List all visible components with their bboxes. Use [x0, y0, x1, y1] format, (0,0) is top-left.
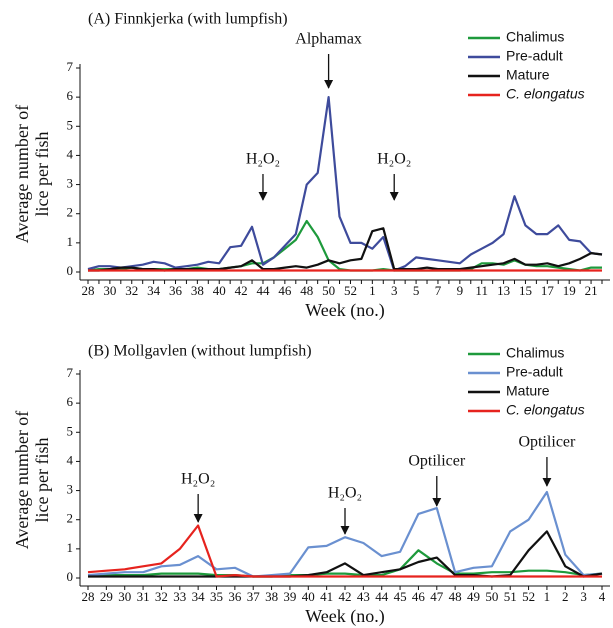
x-tick-label: 44 [256, 283, 270, 298]
chart-title: (B) Mollgavlen (without lumpfish) [88, 343, 312, 360]
x-tick-label: 39 [283, 589, 296, 604]
x-tick-label: 49 [467, 589, 480, 604]
legend-label: Mature [506, 67, 550, 83]
x-tick-label: 52 [522, 589, 535, 604]
legend-label: Pre-adult [506, 48, 563, 64]
chart-title: (A) Finnkjerka (with lumpfish) [88, 11, 288, 28]
x-tick-label: 19 [563, 283, 576, 298]
y-tick-label: 5 [67, 117, 74, 132]
x-tick-label: 11 [475, 283, 488, 298]
x-tick-label: 3 [580, 589, 587, 604]
legend-label: Mature [506, 383, 550, 399]
series-line [88, 227, 603, 272]
x-tick-label: 40 [302, 589, 315, 604]
series-line [88, 549, 603, 578]
x-tick-label: 44 [375, 589, 389, 604]
x-tick-label: 7 [435, 283, 442, 298]
x-tick-label: 29 [100, 589, 113, 604]
series-line [87, 524, 602, 578]
y-tick-label: 0 [67, 569, 74, 584]
y-tick-label: 4 [67, 146, 74, 161]
x-tick-label: 13 [497, 283, 510, 298]
series-line [87, 490, 603, 578]
y-tick-label: 4 [67, 452, 74, 467]
x-tick-label: 30 [103, 283, 116, 298]
x-tick-label: 47 [430, 589, 444, 604]
x-tick-label: 3 [391, 283, 398, 298]
x-tick-label: 45 [394, 589, 407, 604]
x-tick-label: 46 [412, 589, 426, 604]
x-axis-label: Week (no.) [305, 300, 385, 321]
x-tick-label: 33 [173, 589, 186, 604]
x-tick-label: 38 [265, 589, 278, 604]
y-tick-label: 3 [67, 176, 74, 191]
y-axis-label: Average number of [12, 105, 32, 244]
y-tick-label: 3 [67, 482, 74, 497]
annotation: H₂O₂ [328, 485, 362, 502]
y-axis-label: lice per fish [32, 438, 52, 523]
x-tick-label: 1 [544, 589, 551, 604]
y-tick-label: 7 [67, 59, 74, 74]
y-tick-label: 0 [67, 263, 74, 278]
x-tick-label: 17 [541, 283, 555, 298]
y-tick-label: 2 [67, 205, 74, 220]
x-tick-label: 48 [449, 589, 462, 604]
x-tick-label: 35 [210, 589, 223, 604]
x-tick-label: 37 [247, 589, 261, 604]
legend-label: C. elongatus [506, 402, 585, 418]
y-tick-label: 1 [67, 234, 74, 249]
annotation: H₂O₂ [377, 151, 411, 168]
y-tick-label: 7 [67, 365, 74, 380]
x-tick-label: 46 [278, 283, 292, 298]
annotation: Alphamax [295, 31, 362, 48]
y-axis-label: lice per fish [32, 132, 52, 217]
x-tick-label: 48 [300, 283, 313, 298]
y-tick-label: 2 [67, 511, 74, 526]
x-tick-label: 43 [357, 589, 370, 604]
x-tick-label: 50 [485, 589, 498, 604]
x-tick-label: 50 [322, 283, 335, 298]
x-tick-label: 2 [562, 589, 569, 604]
annotation: H₂O₂ [246, 151, 280, 168]
legend-label: Chalimus [506, 345, 564, 361]
x-tick-label: 21 [585, 283, 598, 298]
x-tick-label: 42 [339, 589, 352, 604]
x-tick-label: 36 [228, 589, 242, 604]
annotation: Optilicer [408, 453, 466, 470]
x-tick-label: 52 [344, 283, 357, 298]
y-axis-label: Average number of [12, 411, 32, 550]
y-tick-label: 5 [67, 423, 74, 438]
y-tick-label: 1 [67, 540, 74, 555]
x-tick-label: 5 [413, 283, 420, 298]
x-tick-label: 1 [369, 283, 376, 298]
x-tick-label: 41 [320, 589, 333, 604]
x-tick-label: 32 [155, 589, 168, 604]
y-tick-label: 6 [67, 394, 74, 409]
legend-label: Pre-adult [506, 364, 563, 380]
x-tick-label: 40 [213, 283, 226, 298]
x-tick-label: 51 [504, 589, 517, 604]
x-tick-label: 15 [519, 283, 532, 298]
x-tick-label: 28 [82, 589, 95, 604]
x-tick-label: 36 [169, 283, 183, 298]
x-tick-label: 42 [235, 283, 248, 298]
x-tick-label: 30 [118, 589, 131, 604]
y-tick-label: 6 [67, 88, 74, 103]
annotation: H₂O₂ [181, 471, 215, 488]
series-line [88, 530, 603, 578]
x-tick-label: 34 [192, 589, 206, 604]
legend-label: Chalimus [506, 29, 564, 45]
x-tick-label: 9 [457, 283, 464, 298]
x-tick-label: 38 [191, 283, 204, 298]
annotation: Optilicer [518, 434, 576, 451]
x-tick-label: 34 [147, 283, 161, 298]
x-tick-label: 32 [125, 283, 138, 298]
legend-label: C. elongatus [506, 86, 585, 102]
x-tick-label: 31 [137, 589, 150, 604]
x-tick-label: 4 [599, 589, 606, 604]
x-axis-label: Week (no.) [305, 606, 385, 627]
series-line [87, 96, 603, 272]
x-tick-label: 28 [82, 283, 95, 298]
